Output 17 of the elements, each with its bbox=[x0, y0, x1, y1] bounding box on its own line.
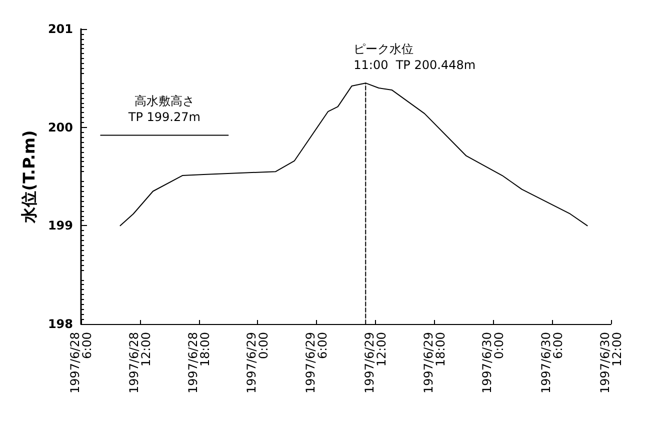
annotation: ピーク水位 11:00 TP 200.448m bbox=[354, 42, 476, 72]
x-tick-label: 1997/6/29 18:00 bbox=[421, 332, 448, 394]
annotation: 高水敷高さ TP 199.27m bbox=[127, 94, 200, 124]
x-tick-label: 1997/6/28 18:00 bbox=[186, 332, 212, 394]
x-tick-label: 1997/6/30 12:00 bbox=[598, 332, 624, 394]
y-axis-title: 水位(T.P.m) bbox=[20, 130, 39, 224]
x-tick-label: 1997/6/28 12:00 bbox=[126, 332, 153, 394]
y-tick-label: 201 bbox=[48, 22, 73, 36]
x-tick-label: 1997/6/30 0:00 bbox=[480, 332, 506, 394]
x-tick-label: 1997/6/29 0:00 bbox=[244, 332, 271, 394]
x-tick-label: 1997/6/29 6:00 bbox=[304, 332, 330, 394]
x-tick-label: 1997/6/30 6:00 bbox=[539, 332, 566, 394]
x-tick-label: 1997/6/28 6:00 bbox=[68, 332, 94, 394]
y-tick-label: 198 bbox=[48, 317, 73, 331]
y-tick-label: 200 bbox=[48, 120, 73, 134]
y-tick-label: 199 bbox=[48, 218, 73, 233]
x-tick-label: 1997/6/29 12:00 bbox=[362, 332, 388, 394]
